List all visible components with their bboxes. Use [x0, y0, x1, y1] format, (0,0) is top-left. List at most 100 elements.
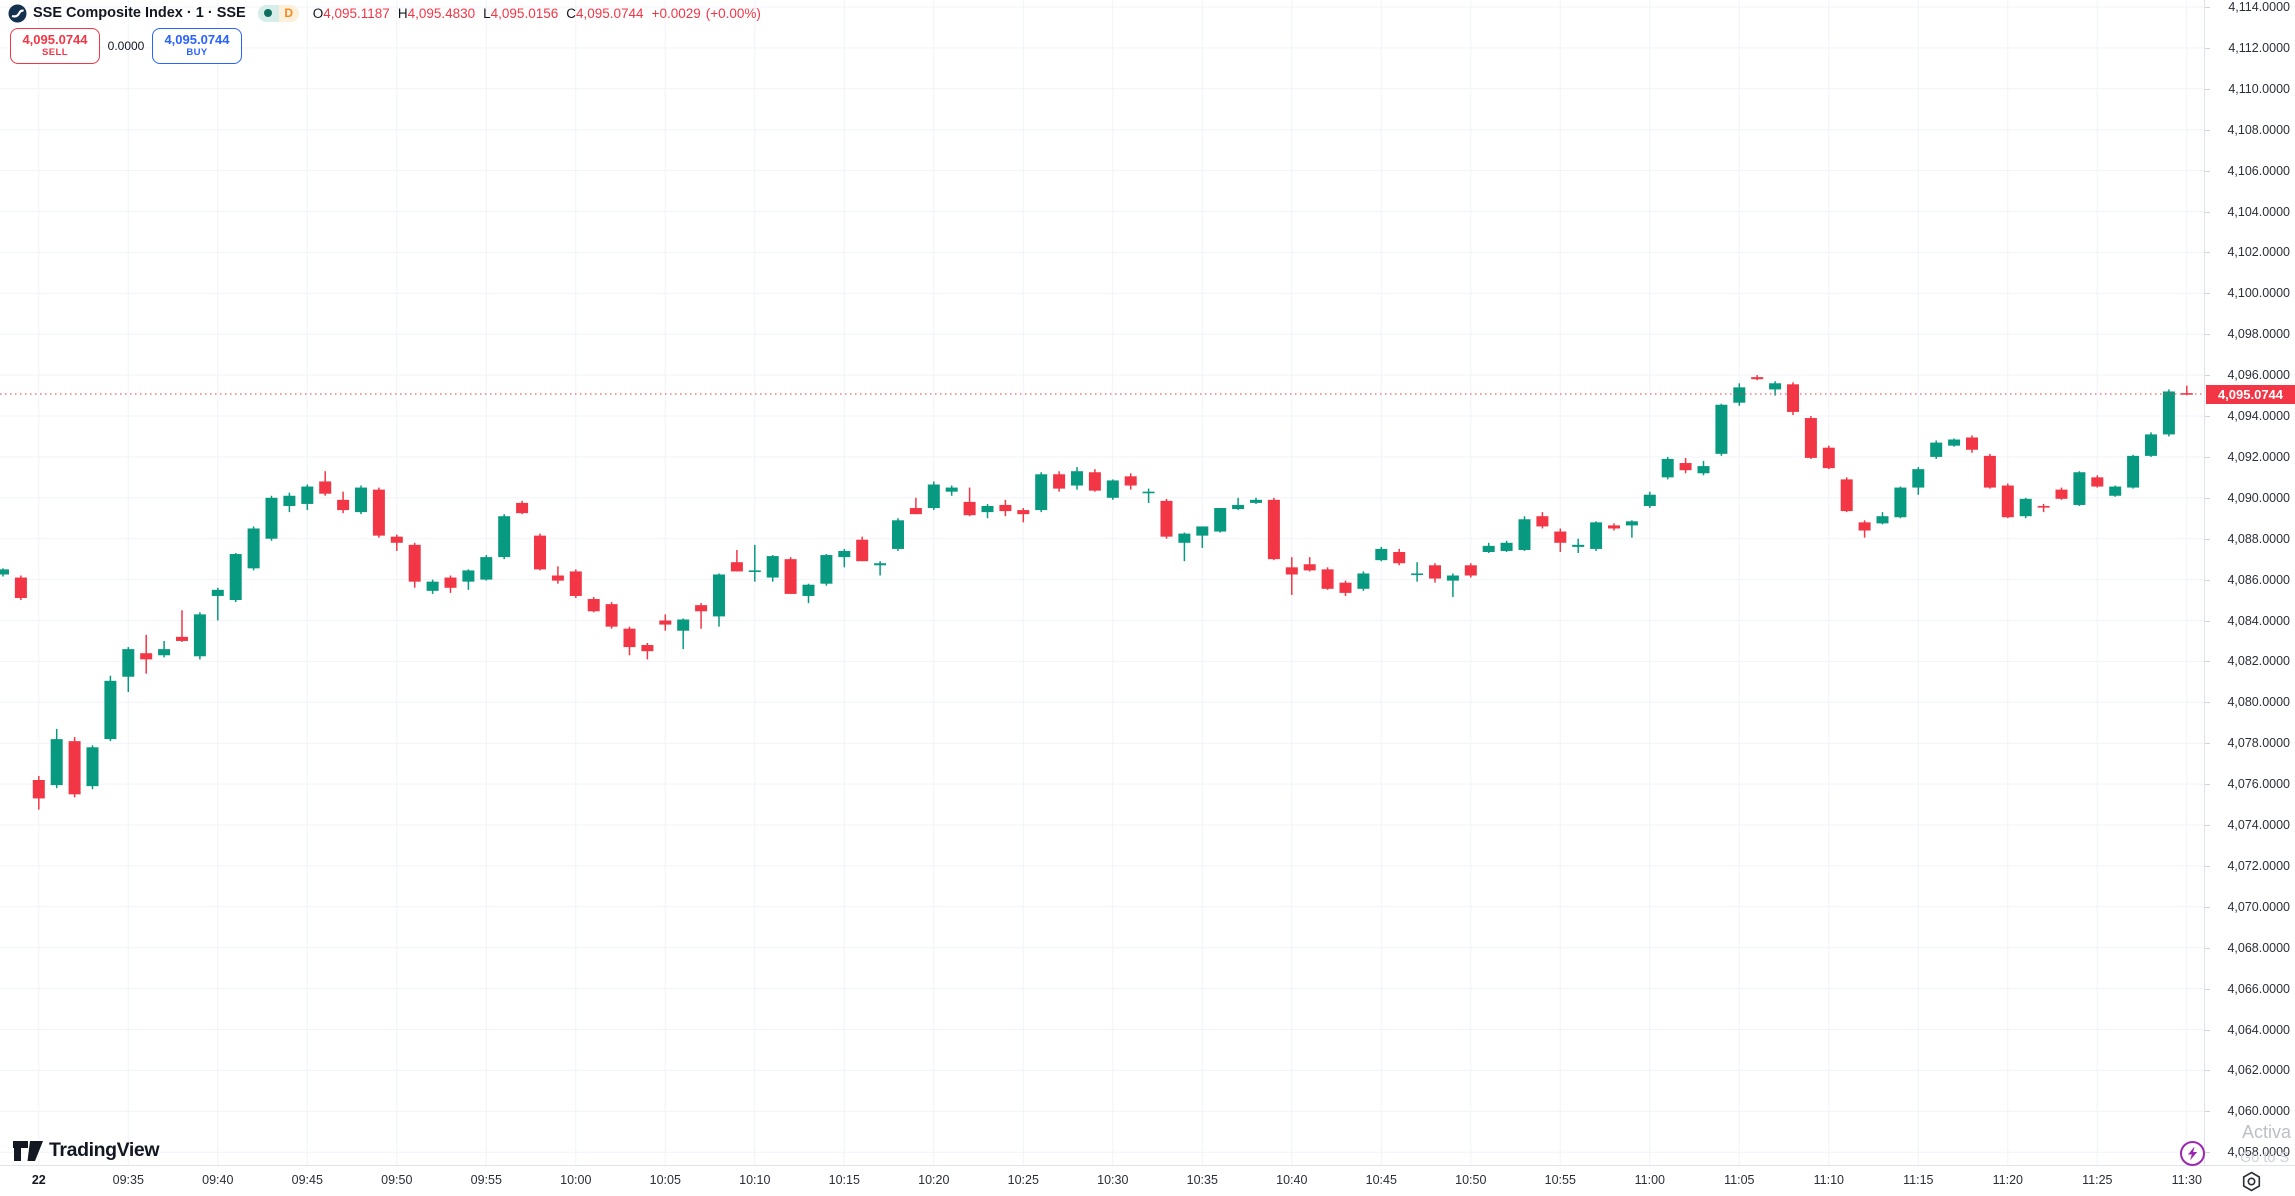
candle-body [2145, 434, 2157, 456]
price-axis-tick [2205, 293, 2210, 295]
buy-button[interactable]: 4,095.0744 BUY [152, 28, 242, 64]
time-axis-settings-icon[interactable] [2241, 1171, 2262, 1192]
price-axis[interactable]: 4,114.0000 4,112.0000 4,110.0000 4,108.0000… [2205, 0, 2295, 1165]
candle-body [158, 649, 171, 656]
candle-body [498, 516, 511, 558]
candle-body [2162, 391, 2175, 435]
candle-body [927, 484, 940, 509]
candle-body [1267, 499, 1280, 560]
price-axis-tick [2205, 7, 2210, 8]
candle-body [211, 589, 224, 596]
low-value: 4,095.0156 [490, 5, 559, 21]
time-axis-label: 11:15 [1903, 1173, 1934, 1187]
price-axis-tick [2205, 906, 2210, 908]
price-axis-label: 4,068.0000 [2227, 940, 2290, 955]
candle-body [766, 556, 779, 578]
time-axis-label: 11:10 [1813, 1173, 1844, 1187]
lightning-bolt-icon[interactable] [2179, 1140, 2206, 1167]
high-label: H [397, 5, 408, 21]
candle-body [1464, 565, 1477, 576]
price-axis-label: 4,074.0000 [2227, 818, 2290, 832]
price-axis-label: 4,058.0000 [2227, 1145, 2290, 1160]
candle-body [551, 575, 564, 581]
candle-body [32, 780, 45, 799]
candle-body [2037, 505, 2050, 508]
candle-body [1178, 533, 1191, 543]
time-axis-label: 10:30 [1097, 1173, 1129, 1187]
price-axis-label: 4,066.0000 [2227, 981, 2290, 996]
time-axis-label: 09:35 [112, 1173, 144, 1187]
close-label: C [566, 5, 576, 21]
candle-body [1446, 575, 1459, 581]
candle-body [534, 535, 546, 570]
time-axis[interactable]: 22 09:35 09:40 09:45 09:50 09:55 10:00 10:05 10:… [0, 1166, 2295, 1196]
candle-body [1303, 564, 1316, 571]
price-axis-tick [2205, 456, 2210, 458]
candle-body [1679, 463, 1692, 471]
candle-body [1715, 404, 1728, 454]
candle-body [2127, 455, 2140, 488]
candle-body [104, 680, 117, 740]
symbol-title[interactable]: SSE Composite Index · 1 · SSE [33, 5, 246, 21]
time-axis-label: 11:00 [1634, 1173, 1665, 1187]
price-axis-tick [2205, 1029, 2210, 1031]
candle-body [1321, 569, 1334, 589]
price-axis-label: 4,104.0000 [2227, 204, 2290, 219]
candle-body [1017, 510, 1030, 515]
price-axis-tick [2205, 1152, 2210, 1154]
candle-body [1930, 442, 1943, 457]
interval-badge[interactable]: D [278, 4, 299, 22]
candle-body [999, 504, 1012, 512]
candlestick-chart[interactable] [0, 0, 2204, 1165]
time-axis-label: 11:30 [2171, 1173, 2202, 1187]
close-value: 4,095.0744 [575, 5, 644, 21]
candle-body [1106, 480, 1119, 498]
time-axis-label: 09:55 [470, 1173, 502, 1187]
time-axis-label: 10:20 [918, 1173, 950, 1187]
candle-body [2001, 485, 2014, 518]
price-axis-tick [2205, 375, 2210, 377]
candle-body [2109, 486, 2122, 496]
candle-body [1088, 472, 1101, 491]
sell-button[interactable]: 4,095.0744 SELL [10, 28, 100, 64]
candle-body [122, 649, 135, 677]
price-axis-label: 4,086.0000 [2227, 572, 2290, 587]
time-axis-label: 10:55 [1544, 1173, 1576, 1187]
candle-body [1214, 508, 1227, 532]
spread-value: 0.0000 [107, 39, 145, 53]
candle-body [1500, 542, 1513, 551]
price-axis-label: 4,110.0000 [2228, 81, 2290, 96]
candle-body [1769, 383, 1782, 390]
time-axis-separator [0, 1165, 2295, 1166]
candle-body [1858, 522, 1871, 531]
candle-body [480, 557, 493, 580]
price-axis-label: 4,092.0000 [2227, 449, 2290, 464]
high-value: 4,095.4830 [407, 5, 476, 21]
price-axis-label: 4,088.0000 [2227, 531, 2290, 546]
candle-body [2180, 393, 2193, 395]
candle-body [1518, 519, 1531, 550]
candle-body [2019, 498, 2032, 517]
candle-body [1733, 387, 1746, 403]
candle-body [1142, 491, 1155, 494]
time-axis-label: 09:50 [381, 1173, 413, 1187]
price-axis-label: 4,102.0000 [2227, 245, 2290, 260]
candle-body [1966, 437, 1978, 450]
price-axis-tick [2205, 865, 2210, 867]
candle-body [86, 747, 99, 787]
price-axis-tick [2205, 825, 2210, 826]
candle-body [659, 620, 672, 625]
candle-body [68, 741, 81, 795]
tradingview-logo-text: TradingView [49, 1139, 160, 1161]
price-axis-label: 4,082.0000 [2227, 654, 2290, 669]
price-axis-tick [2205, 334, 2210, 336]
candle-body [229, 554, 242, 601]
price-axis-label: 4,114.0000 [2228, 0, 2290, 14]
price-axis-label: 4,108.0000 [2227, 122, 2290, 137]
candle-body [1840, 479, 1853, 512]
change-value: +0.0029 [651, 5, 701, 21]
tradingview-logo[interactable]: TradingView [13, 1139, 160, 1162]
time-axis-label: 11:05 [1724, 1173, 1755, 1187]
current-price-label: 4,095.0744 [2206, 384, 2295, 404]
candle-body [1697, 466, 1710, 474]
